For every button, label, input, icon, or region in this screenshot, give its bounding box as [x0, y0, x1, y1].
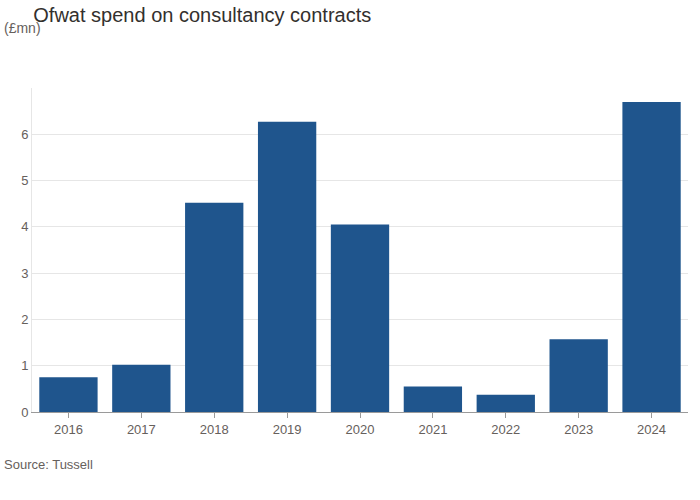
svg-text:2019: 2019: [273, 422, 302, 437]
svg-text:2023: 2023: [564, 422, 593, 437]
svg-text:2016: 2016: [54, 422, 83, 437]
svg-text:2017: 2017: [127, 422, 156, 437]
svg-text:Source: Tussell: Source: Tussell: [4, 457, 93, 472]
svg-text:(£mn): (£mn): [4, 20, 41, 36]
svg-text:2021: 2021: [418, 422, 447, 437]
svg-text:1: 1: [21, 358, 28, 373]
svg-text:0: 0: [21, 405, 28, 420]
svg-text:4: 4: [21, 219, 28, 234]
svg-text:3: 3: [21, 266, 28, 281]
svg-text:6: 6: [21, 127, 28, 142]
svg-text:2024: 2024: [637, 422, 666, 437]
svg-text:2022: 2022: [491, 422, 520, 437]
svg-text:Ofwat spend on consultancy con: Ofwat spend on consultancy contracts: [33, 4, 371, 26]
svg-text:5: 5: [21, 173, 28, 188]
svg-text:2020: 2020: [346, 422, 375, 437]
svg-text:2: 2: [21, 312, 28, 327]
svg-text:2018: 2018: [200, 422, 229, 437]
